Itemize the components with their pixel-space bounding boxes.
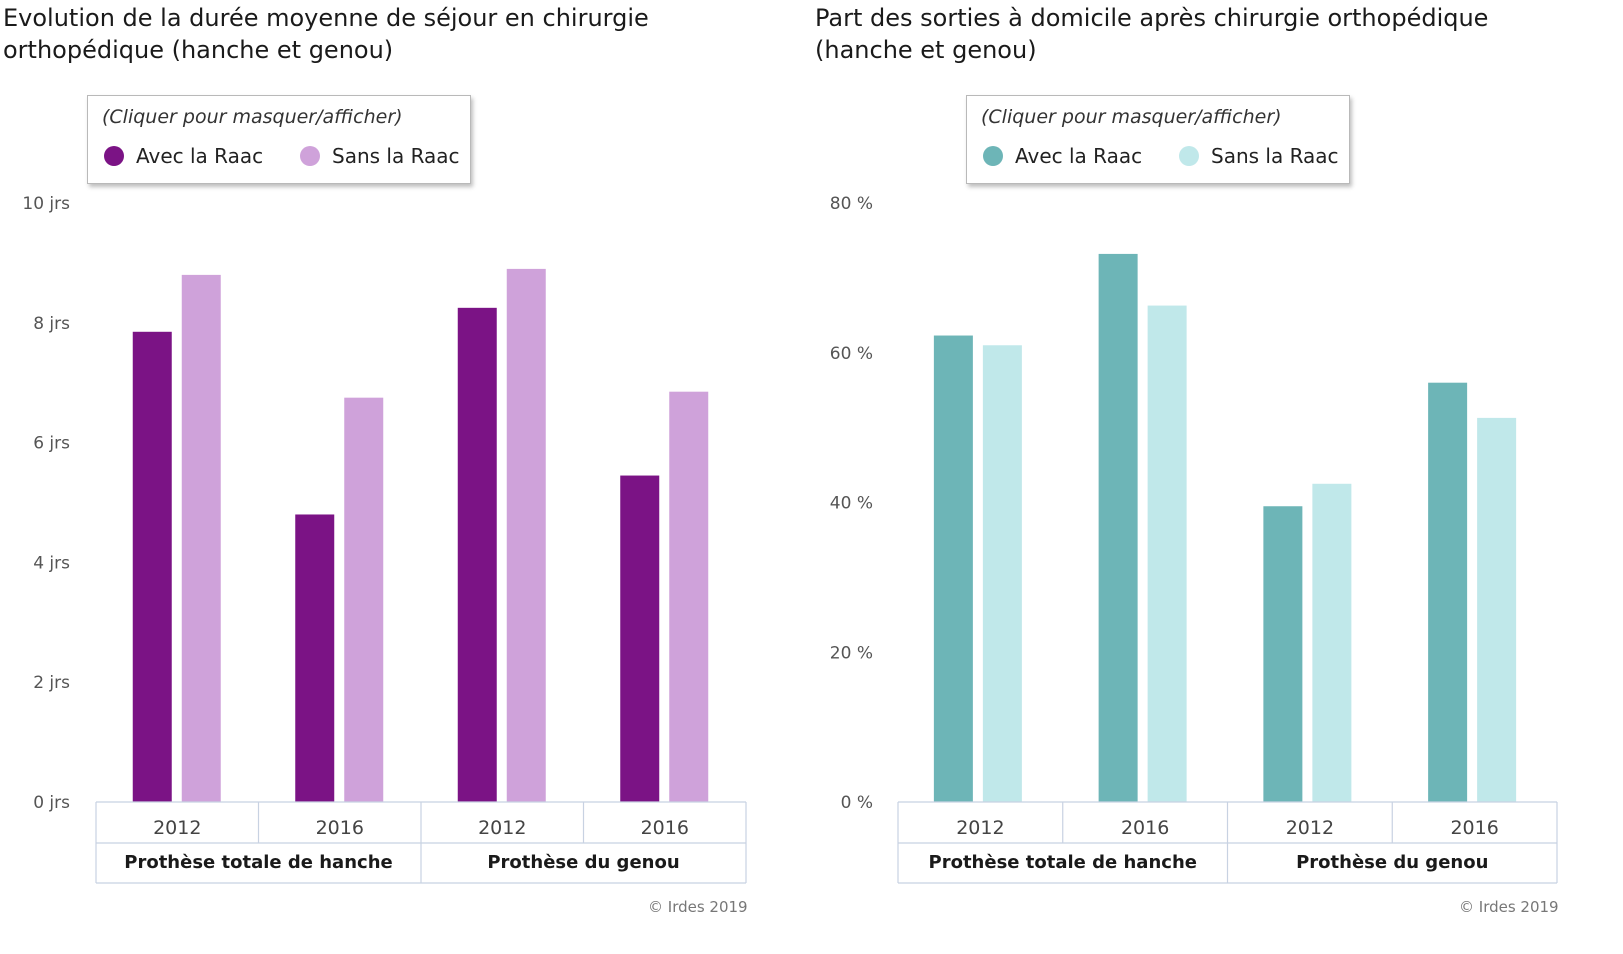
legend-hint: (Cliquer pour masquer/afficher) (102, 106, 403, 128)
legend-label: Sans la Raac (332, 144, 460, 168)
bar-sans-raac (506, 268, 546, 802)
bar-avec-raac (457, 307, 497, 802)
legend-item-avec-raac[interactable]: Avec la Raac (104, 144, 263, 168)
y-tick-label: 6 jrs (33, 434, 70, 454)
y-tick-label: 4 jrs (33, 553, 70, 573)
y-tick-label: 40 % (830, 494, 873, 514)
y-tick-label: 20 % (830, 643, 873, 663)
bar-sans-raac (1147, 305, 1187, 802)
x-tick-label: 2012 (956, 817, 1004, 839)
bar-sans-raac (669, 391, 709, 802)
x-tick-label: 2012 (153, 817, 201, 839)
legend-dot-icon (1179, 146, 1199, 166)
credit-text: © Irdes 2019 (648, 898, 748, 916)
bar-sans-raac (982, 345, 1022, 802)
bar-sans-raac (1312, 483, 1352, 802)
x-group-label: Prothèse du genou (487, 852, 679, 873)
y-tick-label: 60 % (830, 344, 873, 364)
legend-label: Sans la Raac (1211, 144, 1339, 168)
bar-avec-raac (620, 475, 660, 802)
bar-avec-raac (1098, 253, 1138, 803)
x-tick-label: 2012 (1286, 817, 1334, 839)
credit-text: © Irdes 2019 (1459, 898, 1559, 916)
y-tick-label: 10 jrs (22, 194, 70, 214)
legend-dot-icon (983, 146, 1003, 166)
legend-item-sans-raac[interactable]: Sans la Raac (1179, 144, 1339, 168)
y-tick-label: 0 jrs (33, 793, 70, 813)
bar-avec-raac (1428, 382, 1468, 802)
chart-panel-sorties-domicile: Part des sorties à domicile après chirur… (812, 0, 1623, 954)
x-tick-label: 2016 (1450, 817, 1498, 839)
y-tick-label: 8 jrs (33, 314, 70, 334)
legend-label: Avec la Raac (1015, 144, 1143, 168)
chart-title: Part des sorties à domicile après chirur… (815, 4, 1489, 64)
bar-avec-raac (295, 514, 335, 802)
bar-avec-raac (1263, 506, 1303, 802)
x-tick-label: 2012 (478, 817, 526, 839)
legend-item-avec-raac[interactable]: Avec la Raac (983, 144, 1142, 168)
x-tick-label: 2016 (316, 817, 364, 839)
bar-sans-raac (181, 274, 221, 802)
y-tick-label: 2 jrs (33, 673, 70, 693)
bar-avec-raac (132, 331, 172, 802)
legend-dot-icon (300, 146, 320, 166)
bar-sans-raac (344, 397, 384, 802)
chart-legend: (Cliquer pour masquer/afficher) Avec la … (87, 95, 471, 184)
x-tick-label: 2016 (1121, 817, 1169, 839)
chart-title: Evolution de la durée moyenne de séjour … (3, 4, 649, 64)
legend-hint: (Cliquer pour masquer/afficher) (981, 106, 1282, 128)
legend-dot-icon (104, 146, 124, 166)
x-group-label: Prothèse totale de hanche (124, 852, 392, 873)
x-tick-label: 2016 (641, 817, 689, 839)
x-group-label: Prothèse totale de hanche (929, 852, 1197, 873)
y-tick-label: 80 % (830, 194, 873, 214)
chart-legend: (Cliquer pour masquer/afficher) Avec la … (966, 95, 1350, 184)
bar-sans-raac (1477, 417, 1517, 802)
bar-avec-raac (933, 335, 973, 802)
chart-plot: 0 jrs 2 jrs 4 jrs 6 jrs 8 jrs 10 jrs 2012 2016 2… (22, 194, 747, 884)
y-tick-label: 0 % (841, 793, 873, 813)
chart-plot: 0 % 20 % 40 % 60 % 80 % 2012 2016 2012 2016 Proth… (830, 194, 1558, 884)
chart-panel-duree-sejour: Evolution de la durée moyenne de séjour … (0, 0, 800, 954)
legend-item-sans-raac[interactable]: Sans la Raac (300, 144, 460, 168)
x-group-label: Prothèse du genou (1296, 852, 1488, 873)
legend-label: Avec la Raac (136, 144, 264, 168)
